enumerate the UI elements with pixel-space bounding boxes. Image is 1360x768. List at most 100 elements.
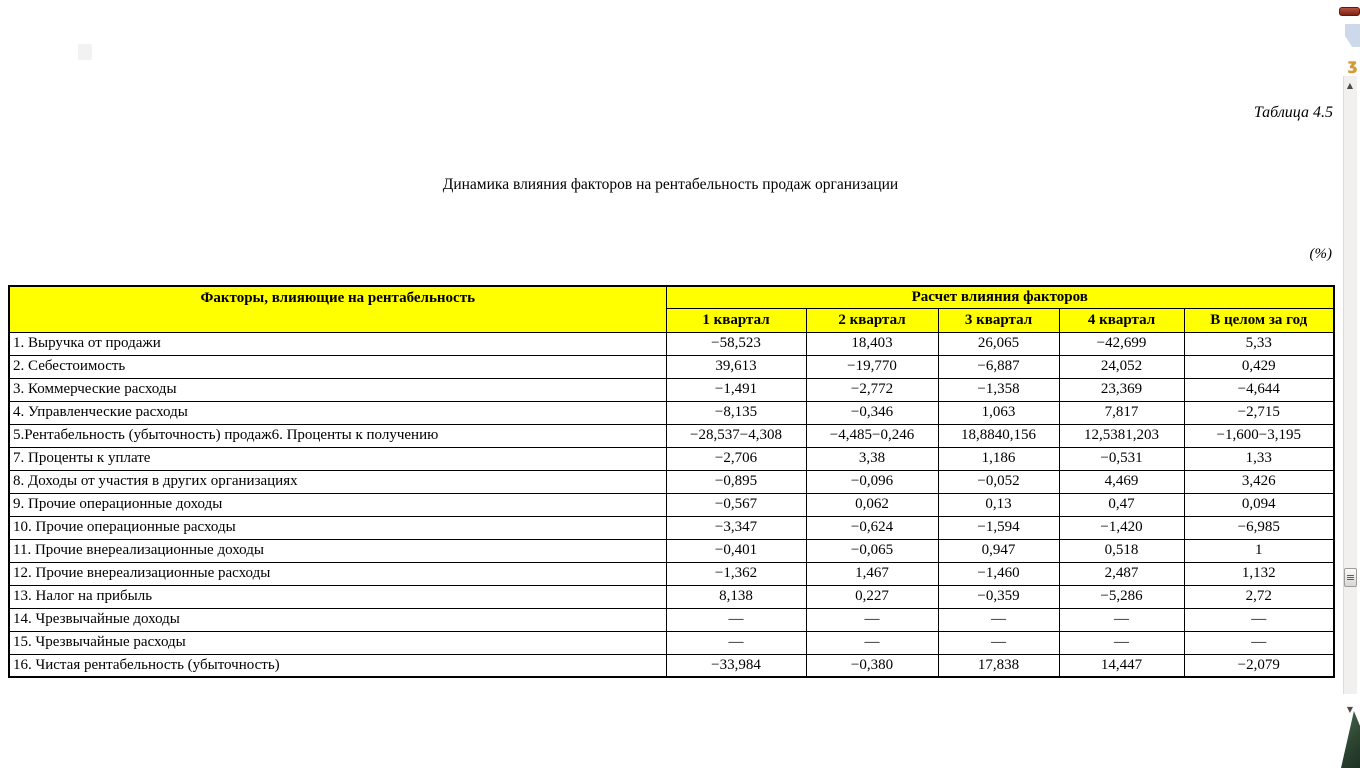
window-corner-fragment — [1345, 24, 1360, 47]
row-label: 11. Прочие внереализационные доходы — [8, 538, 667, 563]
row-value: −2,079 — [1183, 653, 1335, 678]
row-value: −6,887 — [937, 354, 1060, 379]
row-value: 0,227 — [805, 584, 939, 609]
row-value: — — [937, 607, 1060, 632]
row-value: −1,358 — [937, 377, 1060, 402]
row-value: — — [805, 630, 939, 655]
header-factors: Факторы, влияющие на рентабельность — [8, 285, 667, 333]
table-row: 12. Прочие внереализационные расходы −1,3… — [8, 561, 1335, 586]
desktop-corner-image — [1341, 711, 1360, 768]
row-value: 0,47 — [1058, 492, 1185, 517]
header-q1: 1 квартал — [665, 307, 807, 333]
row-value: −3,347 — [665, 515, 807, 540]
table-row: 10. Прочие операционные расходы −3,347 −0,… — [8, 515, 1335, 540]
table-row: 16. Чистая рентабельность (убыточность) −… — [8, 653, 1335, 678]
row-value: −0,895 — [665, 469, 807, 494]
unit-label: (%) — [1309, 246, 1333, 262]
row-value: 0,13 — [937, 492, 1060, 517]
row-label: 2. Себестоимость — [8, 354, 667, 379]
row-label: 15. Чрезвычайные расходы — [8, 630, 667, 655]
header-row-top: Факторы, влияющие на рентабельность Расч… — [8, 285, 1335, 333]
row-value: — — [1183, 607, 1335, 632]
row-value: 0,518 — [1058, 538, 1185, 563]
faint-artifact — [78, 44, 92, 60]
row-value: — — [937, 630, 1060, 655]
row-value: 0,094 — [1183, 492, 1335, 517]
row-value: −1,491 — [665, 377, 807, 402]
row-value: −4,644 — [1183, 377, 1335, 402]
table-row: 3. Коммерческие расходы −1,491 −2,772 −1,35… — [8, 377, 1335, 402]
row-value: 12,5381,203 — [1058, 423, 1185, 448]
row-value: 1 — [1183, 538, 1335, 563]
row-value: −0,624 — [805, 515, 939, 540]
titlebar-fragment — [1339, 7, 1360, 16]
row-value: −1,362 — [665, 561, 807, 586]
row-value: −19,770 — [805, 354, 939, 379]
row-value: 2,72 — [1183, 584, 1335, 609]
row-value: 3,426 — [1183, 469, 1335, 494]
row-value: 0,429 — [1183, 354, 1335, 379]
table-row: 15. Чрезвычайные расходы — — — — — — [8, 630, 1335, 655]
row-value: 17,838 — [937, 653, 1060, 678]
scroll-anchor-icon: ʒ — [1347, 56, 1358, 74]
row-label: 5.Рентабельность (убыточность) продаж6. … — [8, 423, 667, 448]
table-row: 1. Выручка от продажи −58,523 18,403 26,065… — [8, 331, 1335, 356]
row-value: 0,947 — [937, 538, 1060, 563]
row-value: 0,062 — [805, 492, 939, 517]
header-year-total: В целом за год — [1183, 307, 1335, 333]
row-value: 23,369 — [1058, 377, 1185, 402]
row-label: 8. Доходы от участия в других организаци… — [8, 469, 667, 494]
row-value: −0,359 — [937, 584, 1060, 609]
scroll-up-icon[interactable]: ▲ — [1346, 81, 1354, 90]
row-value: — — [665, 607, 807, 632]
row-label: 9. Прочие операционные доходы — [8, 492, 667, 517]
row-value: 1,467 — [805, 561, 939, 586]
row-value: 18,8840,156 — [937, 423, 1060, 448]
row-value: 2,487 — [1058, 561, 1185, 586]
row-label: 14. Чрезвычайные доходы — [8, 607, 667, 632]
row-value: — — [805, 607, 939, 632]
table-row: 8. Доходы от участия в других организаци… — [8, 469, 1335, 494]
header-q3: 3 квартал — [937, 307, 1060, 333]
row-value: −2,772 — [805, 377, 939, 402]
browse-object-button[interactable]: ≡ — [1344, 568, 1357, 587]
row-value: — — [1183, 630, 1335, 655]
scroll-down-icon[interactable]: ▼ — [1346, 705, 1354, 714]
table-row: 7. Проценты к уплате −2,706 3,38 1,186 −0,53… — [8, 446, 1335, 471]
row-value: −1,420 — [1058, 515, 1185, 540]
row-value: −0,096 — [805, 469, 939, 494]
row-value: −58,523 — [665, 331, 807, 356]
table-row: 5.Рентабельность (убыточность) продаж6. … — [8, 423, 1335, 448]
row-value: — — [1058, 607, 1185, 632]
row-value: −0,401 — [665, 538, 807, 563]
row-label: 4. Управленческие расходы — [8, 400, 667, 425]
table-row: 14. Чрезвычайные доходы — — — — — — [8, 607, 1335, 632]
row-label: 3. Коммерческие расходы — [8, 377, 667, 402]
table-row: 11. Прочие внереализационные доходы −0,40… — [8, 538, 1335, 563]
row-value: −0,380 — [805, 653, 939, 678]
row-value: 8,138 — [665, 584, 807, 609]
row-value: −0,052 — [937, 469, 1060, 494]
vertical-scrollbar[interactable] — [1343, 76, 1357, 694]
header-calc: Расчет влияния факторов — [665, 285, 1335, 309]
row-value: 18,403 — [805, 331, 939, 356]
row-value: 3,38 — [805, 446, 939, 471]
row-label: 10. Прочие операционные расходы — [8, 515, 667, 540]
row-value: 7,817 — [1058, 400, 1185, 425]
row-value: −0,346 — [805, 400, 939, 425]
row-label: 1. Выручка от продажи — [8, 331, 667, 356]
row-value: −2,715 — [1183, 400, 1335, 425]
row-value: −28,537−4,308 — [665, 423, 807, 448]
row-value: 1,132 — [1183, 561, 1335, 586]
row-value: 4,469 — [1058, 469, 1185, 494]
row-value: 1,186 — [937, 446, 1060, 471]
table-row: 4. Управленческие расходы −8,135 −0,346 1,0… — [8, 400, 1335, 425]
row-label: 12. Прочие внереализационные расходы — [8, 561, 667, 586]
row-value: −2,706 — [665, 446, 807, 471]
row-value: 39,613 — [665, 354, 807, 379]
row-value: 26,065 — [937, 331, 1060, 356]
row-value: −33,984 — [665, 653, 807, 678]
row-value: −1,594 — [937, 515, 1060, 540]
page-title: Динамика влияния факторов на рентабельно… — [442, 176, 899, 193]
row-value: −0,531 — [1058, 446, 1185, 471]
